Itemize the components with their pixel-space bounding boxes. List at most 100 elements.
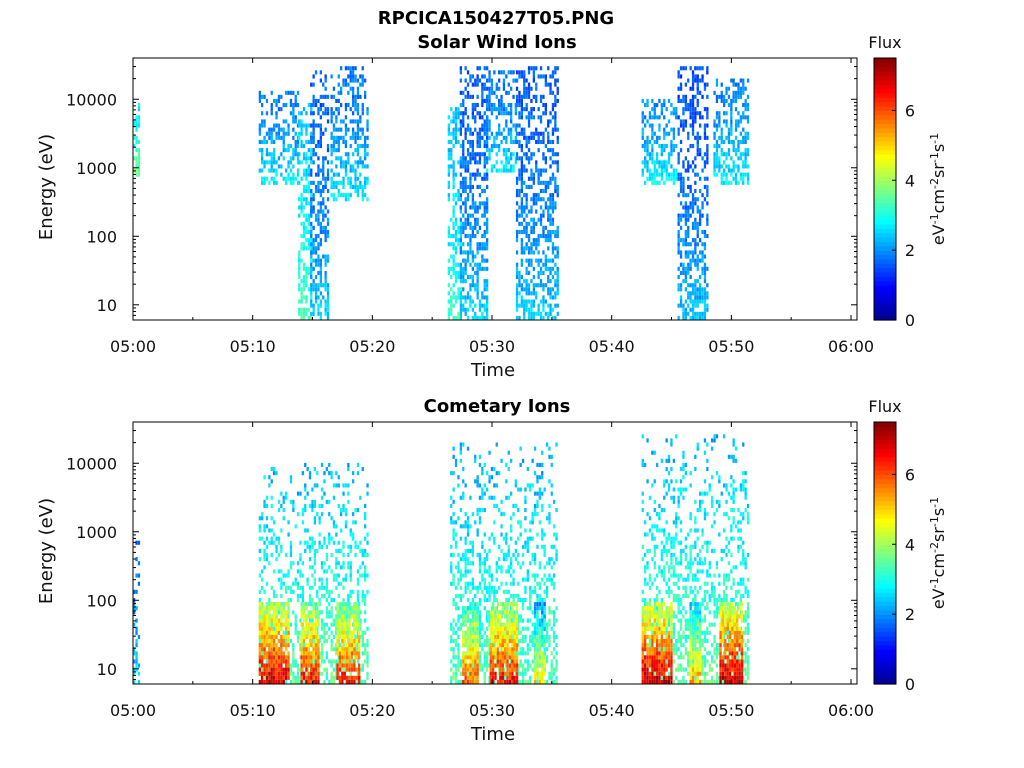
flux-cell <box>493 679 496 684</box>
flux-cell <box>319 180 322 185</box>
flux-cell <box>682 66 685 71</box>
flux-cell <box>335 557 338 562</box>
flux-cell <box>447 115 450 120</box>
flux-cell <box>469 234 472 239</box>
flux-cell <box>732 98 735 103</box>
flux-cell <box>715 172 719 177</box>
flux-cell <box>342 643 345 648</box>
colorbar-segment <box>874 228 896 234</box>
flux-cell <box>739 176 742 181</box>
flux-cell <box>488 475 491 480</box>
flux-cell <box>304 508 307 513</box>
flux-cell <box>450 266 453 271</box>
flux-cell <box>532 180 535 185</box>
flux-cell <box>302 229 306 234</box>
flux-cell <box>270 479 273 484</box>
flux-cell <box>517 553 520 558</box>
flux-cell <box>340 180 343 185</box>
flux-cell <box>537 107 540 112</box>
flux-cell <box>486 107 489 112</box>
flux-cell <box>486 184 489 189</box>
flux-cell <box>447 193 450 198</box>
flux-cell <box>307 270 310 275</box>
flux-cell <box>510 557 513 562</box>
flux-cell <box>696 139 699 144</box>
flux-cell <box>691 107 695 112</box>
flux-cell <box>361 548 364 553</box>
flux-cell <box>703 164 707 169</box>
flux-cell <box>335 614 338 619</box>
flux-cell <box>330 111 333 116</box>
flux-cell <box>324 254 327 259</box>
flux-cell <box>265 98 269 103</box>
flux-cell <box>665 536 668 541</box>
flux-cell <box>335 651 338 656</box>
flux-cell <box>548 520 551 525</box>
flux-cell <box>520 246 523 251</box>
flux-cell <box>653 139 656 144</box>
flux-cell <box>356 581 360 586</box>
flux-cell <box>527 209 531 214</box>
flux-cell <box>298 135 301 140</box>
flux-cell <box>715 78 719 83</box>
flux-cell <box>658 565 661 570</box>
flux-cell <box>457 295 460 300</box>
colorbar-tick-label: 6 <box>905 101 915 120</box>
flux-cell <box>483 577 486 582</box>
flux-cell <box>536 512 539 517</box>
flux-cell <box>665 589 668 594</box>
flux-cell <box>539 131 543 136</box>
flux-cell <box>646 98 649 103</box>
flux-cell <box>366 197 369 202</box>
flux-cell <box>478 205 482 210</box>
flux-cell <box>703 307 707 312</box>
flux-cell <box>549 234 552 239</box>
flux-cell <box>313 483 316 488</box>
flux-cell <box>517 671 520 676</box>
flux-cell <box>459 131 462 136</box>
flux-cell <box>464 250 467 255</box>
flux-cell <box>474 311 477 316</box>
flux-cell <box>684 123 687 128</box>
flux-cell <box>308 626 312 631</box>
flux-cell <box>694 291 697 296</box>
flux-cell <box>275 471 278 476</box>
flux-cell <box>525 234 528 239</box>
flux-cell <box>651 107 654 112</box>
flux-cell <box>476 74 479 79</box>
flux-cell <box>354 66 357 71</box>
flux-cell <box>322 176 325 181</box>
colorbar-segment <box>874 289 896 295</box>
flux-cell <box>556 279 559 284</box>
flux-cell <box>512 569 515 574</box>
flux-cell <box>543 589 546 594</box>
flux-cell <box>684 217 687 222</box>
flux-cell <box>744 107 747 112</box>
flux-cell <box>532 115 535 120</box>
flux-cell <box>539 221 543 226</box>
flux-cell <box>326 291 330 296</box>
flux-cell <box>325 585 328 590</box>
flux-cell <box>326 176 330 181</box>
flux-cell <box>469 172 472 177</box>
y-axis-label: Energy (eV) <box>36 134 57 240</box>
flux-cell <box>739 94 742 99</box>
flux-cell <box>454 544 458 549</box>
flux-cell <box>344 483 348 488</box>
flux-cell <box>299 679 302 684</box>
flux-cell <box>529 483 532 488</box>
flux-cell <box>644 532 647 537</box>
flux-cell <box>531 458 534 463</box>
flux-cell <box>319 291 322 296</box>
flux-cell <box>313 561 316 566</box>
flux-cell <box>519 446 522 451</box>
flux-cell <box>490 643 494 648</box>
flux-cell <box>653 544 656 549</box>
flux-cell <box>349 119 352 124</box>
flux-cell <box>289 479 293 484</box>
flux-cell <box>450 626 453 631</box>
flux-cell <box>328 626 331 631</box>
flux-cell <box>466 446 470 451</box>
flux-cell <box>300 197 303 202</box>
flux-cell <box>530 115 533 120</box>
